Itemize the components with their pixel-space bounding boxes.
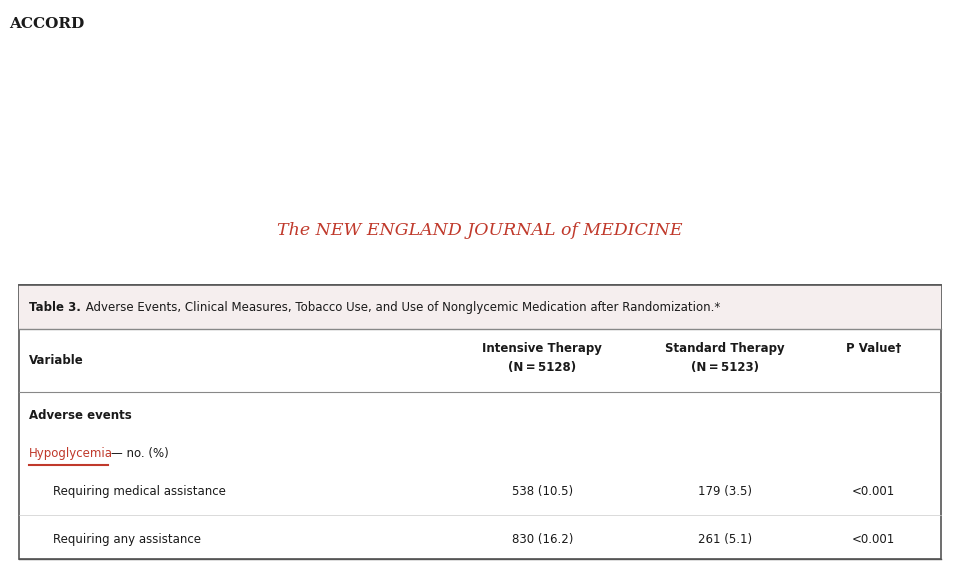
Text: ACCORD: ACCORD (10, 17, 84, 31)
Text: 830 (16.2): 830 (16.2) (512, 533, 573, 546)
Text: Standard Therapy: Standard Therapy (665, 342, 784, 355)
Text: Adverse Events, Clinical Measures, Tobacco Use, and Use of Nonglycemic Medicatio: Adverse Events, Clinical Measures, Tobac… (82, 301, 720, 314)
Text: 179 (3.5): 179 (3.5) (698, 485, 752, 498)
Text: Adverse events: Adverse events (29, 409, 132, 422)
Text: Hypoglycemia: Hypoglycemia (29, 447, 113, 460)
Text: (N = 5128): (N = 5128) (509, 361, 576, 374)
Text: Table 3.: Table 3. (29, 301, 81, 314)
Text: (N = 5123): (N = 5123) (691, 361, 758, 374)
Text: 538 (10.5): 538 (10.5) (512, 485, 573, 498)
Text: Requiring medical assistance: Requiring medical assistance (53, 485, 226, 498)
Text: P Value†: P Value† (846, 342, 901, 355)
Text: Requiring any assistance: Requiring any assistance (53, 533, 201, 546)
Text: Variable: Variable (29, 355, 84, 367)
Text: — no. (%): — no. (%) (111, 447, 169, 460)
Text: <0.001: <0.001 (852, 485, 896, 498)
Text: 261 (5.1): 261 (5.1) (698, 533, 752, 546)
Text: Intensive Therapy: Intensive Therapy (483, 342, 602, 355)
Text: <0.001: <0.001 (852, 533, 896, 546)
Text: The NEW ENGLAND JOURNAL of MEDICINE: The NEW ENGLAND JOURNAL of MEDICINE (277, 222, 683, 239)
